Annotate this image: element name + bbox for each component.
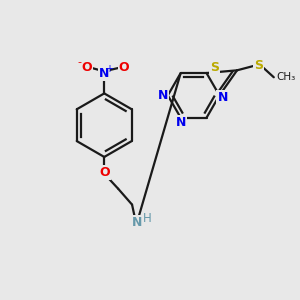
Text: N: N (218, 91, 228, 104)
Text: S: S (254, 59, 263, 72)
Text: N: N (158, 89, 168, 102)
Text: N: N (132, 216, 142, 229)
Text: N: N (176, 116, 186, 129)
Text: S: S (210, 61, 219, 74)
Text: CH₃: CH₃ (277, 72, 296, 82)
Text: O: O (81, 61, 92, 74)
Text: O: O (99, 166, 110, 179)
Text: O: O (119, 61, 129, 74)
Text: N: N (99, 67, 110, 80)
Text: -: - (77, 57, 81, 67)
Text: +: + (105, 64, 113, 74)
Text: H: H (142, 212, 151, 225)
